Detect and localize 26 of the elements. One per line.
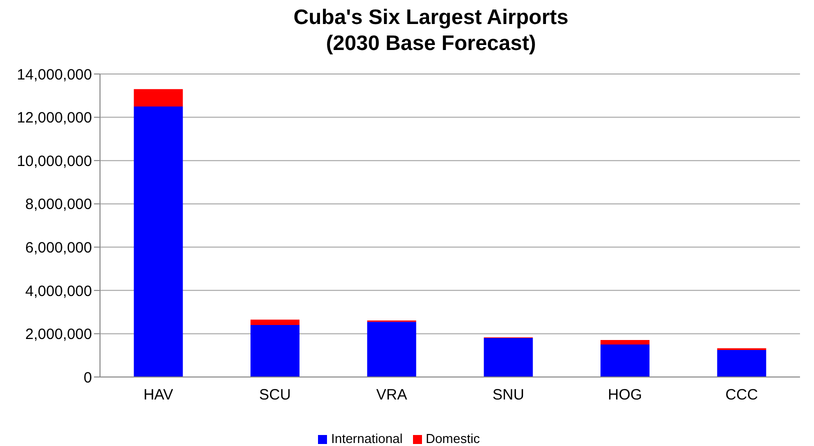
x-tick-label: HOG — [608, 386, 642, 404]
bar — [250, 320, 300, 326]
bar — [367, 322, 416, 377]
x-tick-label: VRA — [376, 386, 408, 404]
bar — [134, 89, 183, 106]
bar — [250, 325, 300, 377]
y-tick-label: 0 — [84, 369, 92, 386]
y-tick-label: 4,000,000 — [25, 282, 92, 300]
y-tick-label: 6,000,000 — [25, 239, 92, 256]
x-tick-label: HAV — [143, 386, 174, 404]
bar — [717, 350, 766, 377]
x-tick-label: CCC — [725, 386, 758, 404]
legend-label: International — [331, 431, 403, 446]
x-tick-label: SNU — [492, 386, 524, 404]
y-tick-label: 10,000,000 — [16, 152, 92, 170]
y-tick-label: 14,000,000 — [16, 66, 92, 84]
bar — [600, 340, 650, 345]
y-tick-label: 12,000,000 — [16, 110, 92, 127]
chart-title: Cuba's Six Largest Airports (2030 Base Forecast) — [292, 5, 570, 57]
y-tick-label: 2,000,000 — [25, 326, 92, 344]
x-tick-label: SCU — [259, 386, 291, 404]
bar — [484, 338, 533, 377]
bar — [600, 344, 650, 377]
bar — [134, 106, 183, 377]
legend-label: Domestic — [426, 431, 480, 446]
y-tick-label: 8,000,000 — [25, 196, 92, 214]
